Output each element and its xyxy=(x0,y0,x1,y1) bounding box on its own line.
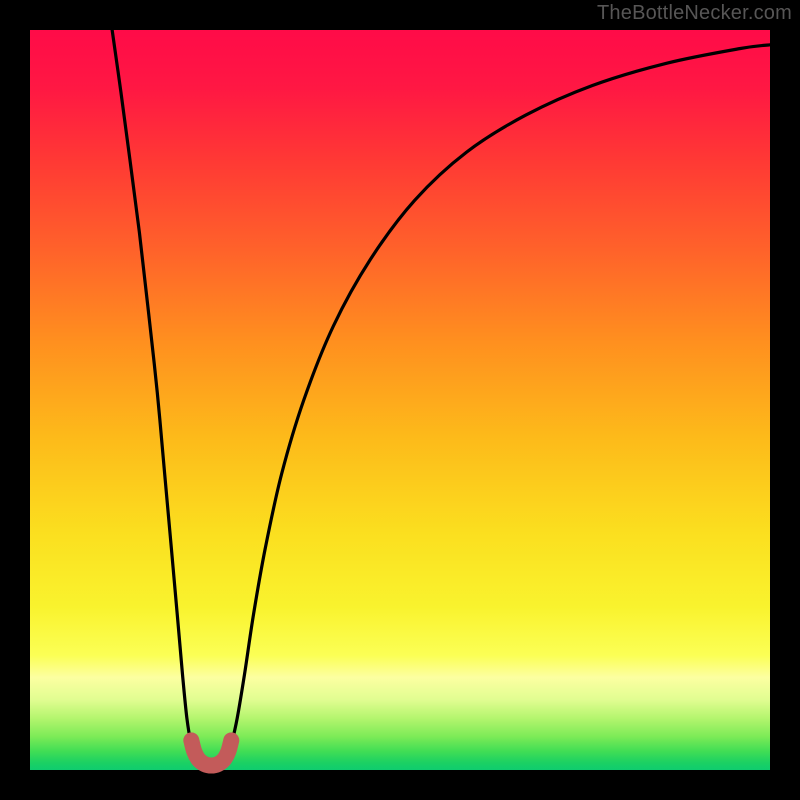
chart-container: TheBottleNecker.com xyxy=(0,0,800,800)
bottleneck-chart xyxy=(0,0,800,800)
watermark-text: TheBottleNecker.com xyxy=(597,2,792,25)
